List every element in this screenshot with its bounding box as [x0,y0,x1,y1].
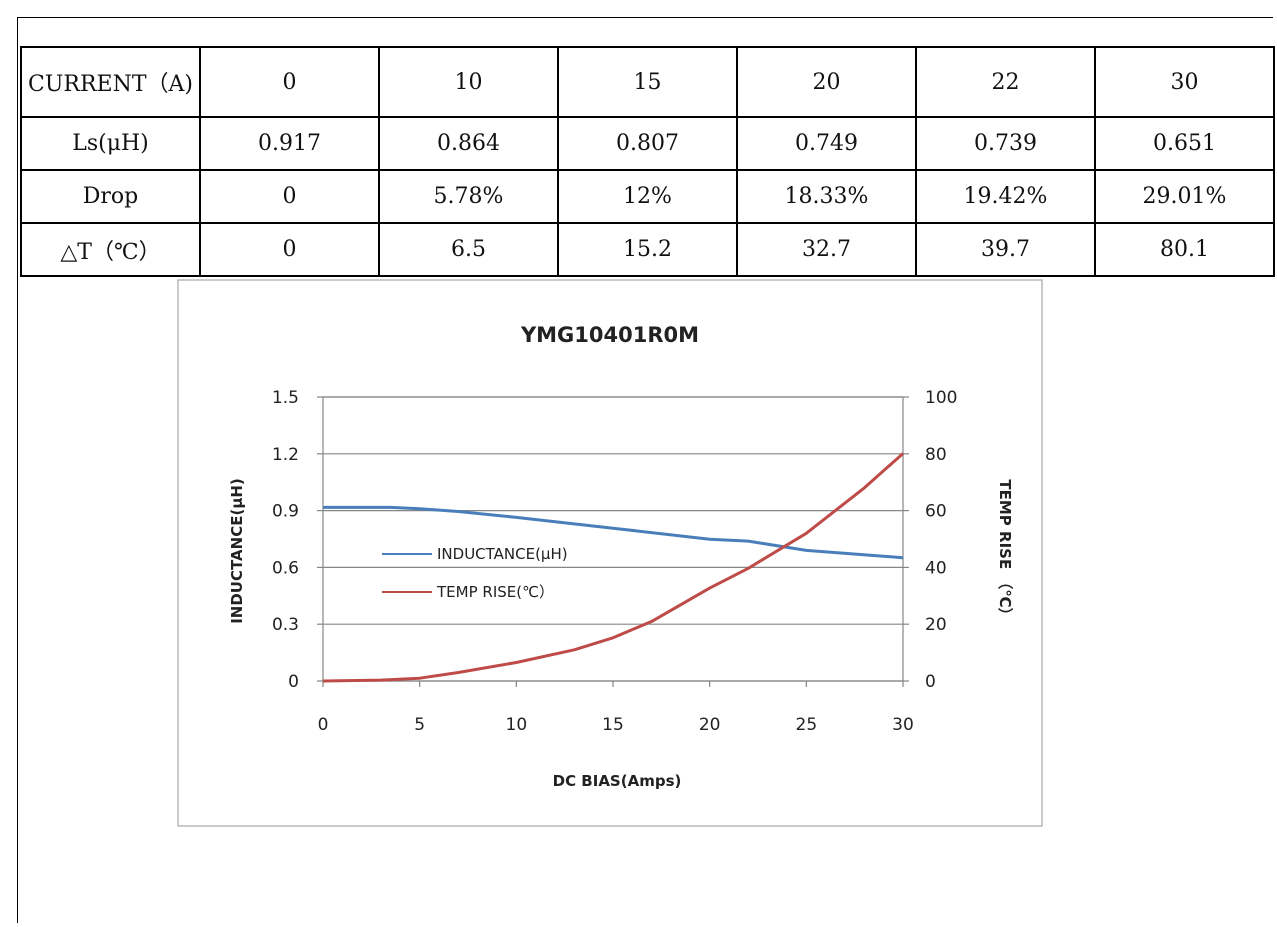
chart-area [177,279,1043,827]
table-cell: 0.739 [915,116,1096,171]
table-cell: 19.42% [915,169,1096,224]
x-tick-label: 5 [414,715,425,735]
y-tick-label: 0.9 [272,502,299,522]
table-cell: 29.01% [1094,169,1275,224]
chart-svg: YMG10401R0M 00.30.60.91.21.5020406080100… [177,279,1043,827]
y-tick-label: 1.2 [272,445,299,465]
table-cell: 0 [199,46,380,118]
table-cell: 20 [736,46,917,118]
page-frame [17,17,1273,923]
table-cell: 80.1 [1094,222,1275,277]
table-cell: 10 [378,46,559,118]
table-cell: 0.917 [199,116,380,171]
chart-title: YMG10401R0M [520,323,699,347]
table-cell: 15 [557,46,738,118]
y-axis-title-left: INDUCTANCE(μH) [228,478,246,624]
spec-table: CURRENT（A) 0 10 15 20 22 30 Ls(μH) 0.917 0.864 0.8… [20,46,1275,277]
table-cell: 6.5 [378,222,559,277]
series-line-temp-rise [322,452,904,683]
table-row: CURRENT（A) 0 10 15 20 22 30 [20,46,1275,118]
series-layer [322,452,904,683]
y2-tick-label: 80 [925,445,947,465]
row-header-cell: CURRENT（A) [20,46,201,118]
y2-tick-label: 20 [925,615,947,635]
legend-label: INDUCTANCE(μH) [437,545,568,563]
x-tick-label: 30 [892,715,914,735]
row-header-cell: Ls(μH) [20,116,201,171]
x-tick-label: 15 [602,715,624,735]
x-axis-title: DC BIAS(Amps) [553,772,682,790]
table-cell: 0.864 [378,116,559,171]
table-row: Ls(μH) 0.917 0.864 0.807 0.749 0.739 0.651 [20,116,1275,171]
table-cell: 0 [199,169,380,224]
y-tick-label: 0.3 [272,615,299,635]
row-header-cell: △T（℃） [20,222,201,277]
y2-tick-label: 100 [925,388,957,408]
x-tick-label: 0 [318,715,329,735]
table-row: △T（℃） 0 6.5 15.2 32.7 39.7 80.1 [20,222,1275,277]
y-tick-label: 0.6 [272,558,299,578]
series-line-inductance [323,505,904,560]
ticks-layer: 0 0.3 0.6 0.9 1.2 1.5 0 20 40 60 80 100 0 5 10 15 20 25 30 [272,388,958,735]
table-cell: 15.2 [557,222,738,277]
table-cell: 0.651 [1094,116,1275,171]
x-tick-label: 25 [796,715,818,735]
table-cell: 0 [199,222,380,277]
x-tick-label: 20 [699,715,721,735]
y2-tick-label: 40 [925,558,947,578]
table-row: Drop 0 5.78% 12% 18.33% 19.42% 29.01% [20,169,1275,224]
legend: INDUCTANCE(μH) TEMP RISE(℃） [382,545,568,601]
y-tick-label: 1.5 [272,388,299,408]
x-tick-label: 10 [506,715,528,735]
table-cell: 0.807 [557,116,738,171]
plot-grid [317,396,909,687]
table-cell: 5.78% [378,169,559,224]
y-axis-title-right: TEMP RISE （℃） [996,479,1014,622]
table-cell: 0.749 [736,116,917,171]
y-tick-label: 0 [288,672,299,692]
table-cell: 30 [1094,46,1275,118]
table-cell: 18.33% [736,169,917,224]
chart-container: YMG10401R0M 0 0.3 0.6 0.9 1.2 1.5 0 20 40 60 80 100… [160,268,1050,838]
table-cell: 39.7 [915,222,1096,277]
y2-tick-label: 0 [925,672,936,692]
legend-label: TEMP RISE(℃） [436,583,554,601]
table-cell: 32.7 [736,222,917,277]
table-cell: 22 [915,46,1096,118]
y2-tick-label: 60 [925,502,947,522]
row-header-cell: Drop [20,169,201,224]
table-cell: 12% [557,169,738,224]
